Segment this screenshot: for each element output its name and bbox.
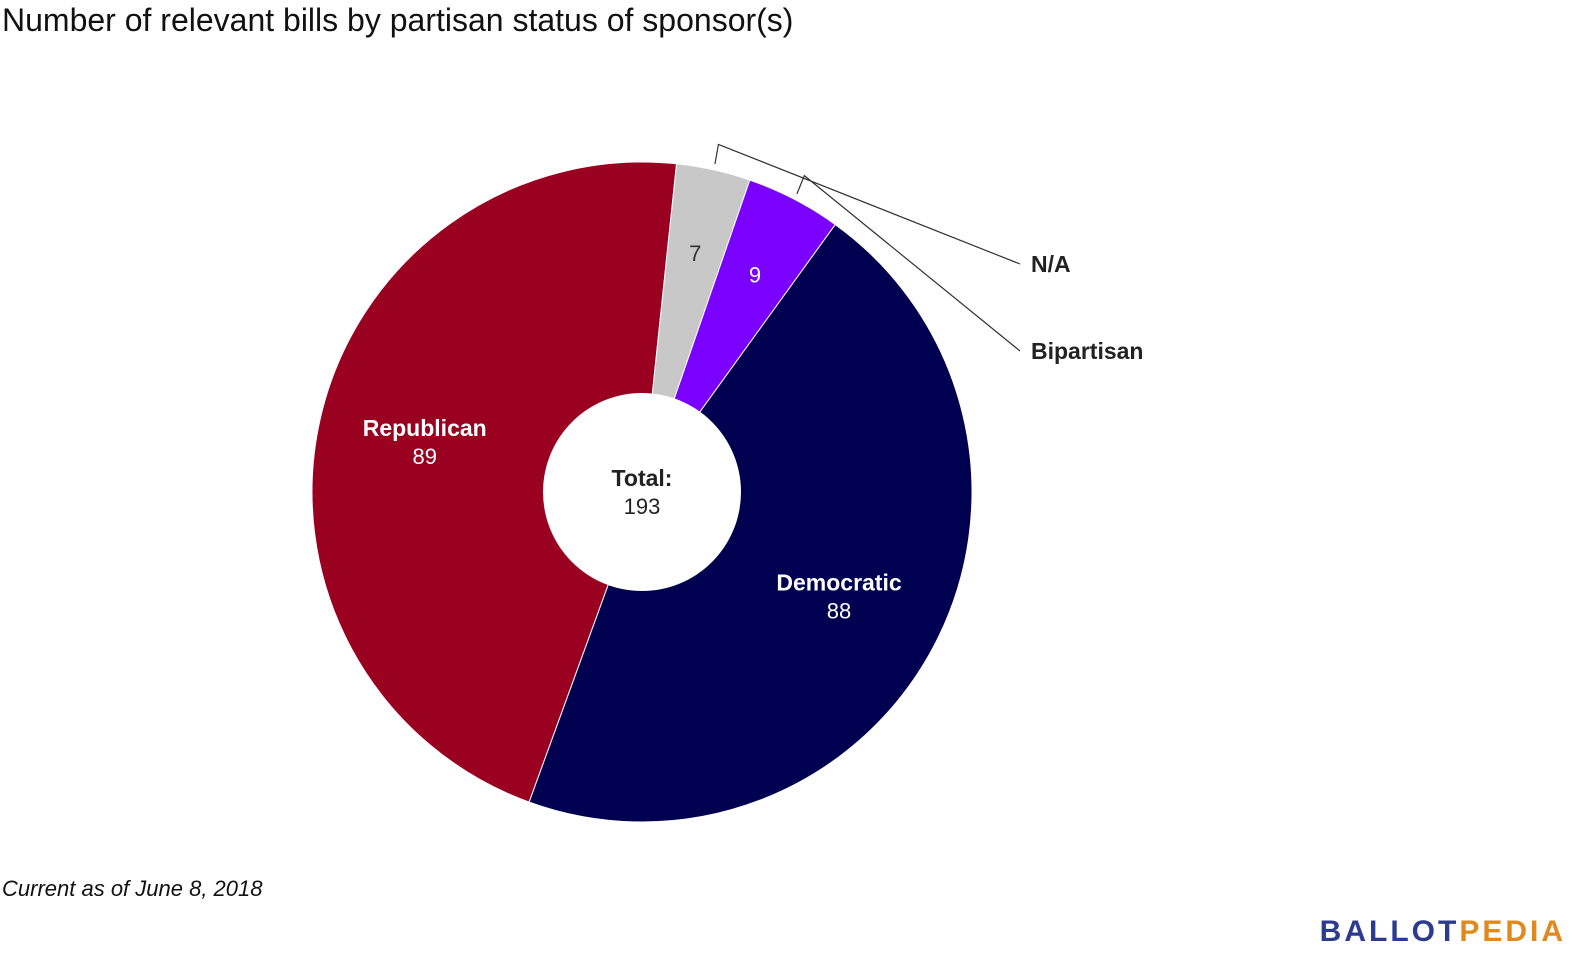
chart-title: Number of relevant bills by partisan sta… <box>2 2 794 38</box>
slice-label-n-a: N/A <box>1031 251 1071 277</box>
logo-part-2: PEDIA <box>1459 915 1566 948</box>
donut-hole <box>543 393 741 591</box>
ballotpedia-logo: BALLOTPEDIA <box>1320 915 1566 949</box>
slice-value-n-a: 7 <box>689 241 701 266</box>
logo-part-1: BALLOT <box>1319 915 1460 948</box>
total-value: 193 <box>624 494 661 519</box>
slice-republican <box>311 161 678 803</box>
leader-line-bipartisan <box>796 174 1021 352</box>
slice-label-republican: Republican <box>363 415 487 441</box>
total-label: Total: <box>612 465 673 491</box>
slice-value-bipartisan: 9 <box>749 263 761 288</box>
footnote: Current as of June 8, 2018 <box>2 876 263 901</box>
leader-line-n-a <box>714 143 1021 265</box>
slice-democratic <box>528 223 973 823</box>
slice-label-democratic: Democratic <box>776 569 901 595</box>
slice-value-democratic: 88 <box>827 598 851 623</box>
slice-label-bipartisan: Bipartisan <box>1031 338 1143 364</box>
slice-value-republican: 89 <box>412 444 436 469</box>
